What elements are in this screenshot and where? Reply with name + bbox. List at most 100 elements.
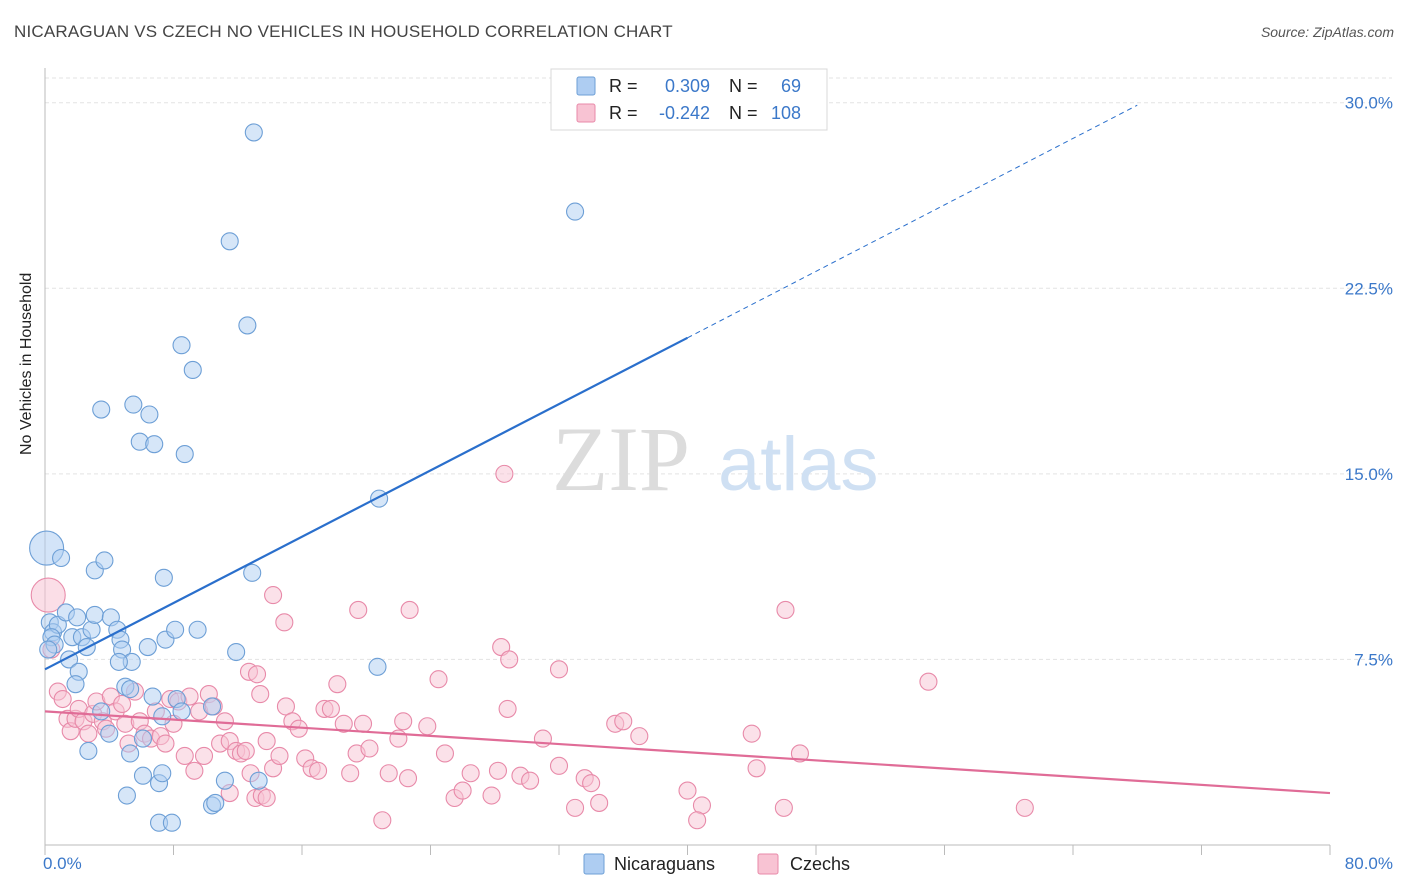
czech-point [495, 464, 514, 483]
czech-point [79, 724, 98, 743]
nicaraguan-point [154, 568, 173, 587]
x-tick-label-max: 80.0% [1345, 854, 1393, 873]
nicaraguans-legend-swatch [583, 853, 605, 875]
nicaraguan-point [109, 652, 128, 671]
nicaraguan-point [188, 620, 207, 639]
nicaraguan-point [138, 638, 157, 657]
czech-point [309, 761, 328, 780]
nicaraguan-point [153, 707, 172, 726]
czech-point [566, 798, 585, 817]
czech-point [678, 781, 697, 800]
czech-point [236, 741, 255, 761]
czech-point [270, 746, 289, 765]
watermark: ZIP atlas [552, 408, 879, 510]
nicaraguan-point [124, 395, 143, 414]
nicaraguan-point [153, 764, 172, 783]
czech-point [275, 613, 294, 632]
czech-point [498, 699, 517, 718]
nicaraguan-point [145, 435, 164, 454]
czech-point [113, 694, 132, 714]
r-value: -0.242 [659, 103, 710, 123]
nicaraguan-point [162, 813, 181, 832]
czech-point [418, 717, 437, 736]
czech-point [549, 660, 569, 679]
r-label: R = [609, 76, 638, 96]
r-value: 0.309 [665, 76, 710, 96]
czech-point [341, 764, 360, 783]
czech-point [549, 756, 569, 775]
axes [44, 68, 1331, 855]
nicaraguan-point [238, 316, 257, 335]
czech-point [247, 665, 267, 684]
source-label: Source: ZipAtlas.com [1260, 24, 1394, 40]
nicaraguan-point [140, 405, 159, 424]
czech-point [30, 577, 66, 613]
nicaraguan-point [100, 724, 119, 743]
y-tick-label: 15.0% [1345, 465, 1393, 484]
nicaraguans-legend-label: Nicaraguans [614, 854, 715, 874]
nicaraguan-point [52, 548, 71, 568]
czech-point [435, 744, 455, 763]
nicaraguan-point [121, 744, 140, 763]
y-tick-label: 7.5% [1354, 650, 1393, 669]
czechs-points [30, 464, 1034, 830]
stats-legend-frame [550, 68, 828, 131]
r-label: R = [609, 103, 638, 123]
nicaraguans-points [29, 123, 585, 832]
nicaraguan-point [243, 563, 262, 582]
nicaraguan-point [85, 605, 104, 624]
nicaraguan-point [244, 123, 263, 142]
n-value: 69 [781, 76, 801, 96]
czech-point [321, 699, 340, 718]
czech-point [251, 685, 270, 704]
czech-point [614, 712, 633, 731]
nicaraguan-point [143, 687, 162, 706]
czech-point [774, 798, 793, 817]
czech-point [328, 675, 347, 694]
czech-point [185, 761, 204, 780]
nicaraguan-point [172, 336, 191, 355]
nicaraguan-point [79, 741, 98, 761]
series-legend: Nicaraguans Czechs [583, 853, 850, 875]
czech-point [790, 744, 809, 763]
stats-legend: R = 0.309 N = 69 R = -0.242 N = 108 [550, 68, 828, 131]
nicaraguan-point [215, 771, 234, 790]
nicaraguans-trend-extension [687, 104, 1138, 339]
nicaraguan-point [206, 793, 225, 812]
czech-point [1015, 798, 1034, 817]
czech-point [360, 739, 379, 758]
tick-labels: 7.5% 15.0% 22.5% 30.0% 0.0% 80.0% [43, 94, 1393, 873]
czech-point [630, 727, 649, 746]
czech-point [398, 769, 418, 788]
czech-point [500, 650, 519, 669]
nicaraguan-point [92, 400, 111, 419]
nicaraguan-point [175, 445, 194, 464]
czech-point [919, 672, 938, 691]
nicaraguan-point [92, 702, 111, 721]
nicaraguan-point [133, 766, 153, 785]
nicaraguan-point [183, 360, 202, 380]
czechs-legend-swatch [757, 853, 779, 875]
czech-point [461, 764, 480, 783]
czech-point [488, 761, 508, 780]
czech-point [590, 793, 609, 812]
n-label: N = [729, 103, 758, 123]
czech-point [453, 781, 472, 800]
nicaraguan-point [82, 620, 101, 639]
stats-legend-swatch [576, 76, 596, 96]
czech-point [521, 771, 540, 790]
nicaraguan-point [172, 702, 191, 721]
n-value: 108 [771, 103, 801, 123]
czech-point [353, 714, 373, 733]
czech-point [747, 759, 766, 778]
czech-point [334, 714, 353, 733]
czech-point [400, 600, 419, 620]
nicaraguan-point [566, 202, 585, 221]
watermark-zip: ZIP [552, 408, 690, 510]
czech-point [582, 774, 601, 793]
y-tick-label: 22.5% [1345, 279, 1393, 298]
czech-point [742, 724, 761, 743]
nicaraguan-point [68, 608, 87, 627]
nicaraguan-point [203, 697, 222, 716]
nicaraguan-point [95, 551, 114, 570]
